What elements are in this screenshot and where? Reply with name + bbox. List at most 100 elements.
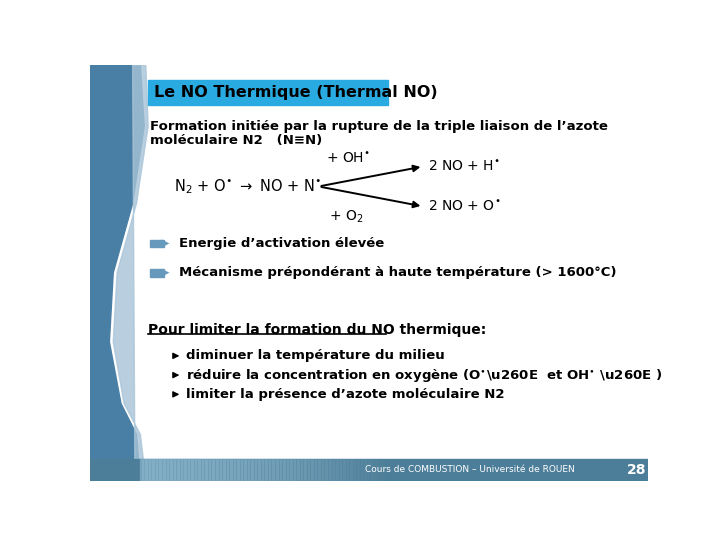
Bar — [390, 459, 392, 481]
Bar — [347, 459, 348, 481]
Bar — [142, 459, 143, 481]
Bar — [143, 459, 145, 481]
Bar — [235, 459, 237, 481]
Bar — [150, 269, 164, 276]
Bar — [174, 459, 175, 481]
Bar — [341, 459, 343, 481]
Bar — [266, 459, 267, 481]
Bar — [220, 459, 221, 481]
Bar — [199, 459, 200, 481]
Bar — [154, 459, 156, 481]
Bar — [318, 459, 319, 481]
Bar — [351, 459, 352, 481]
Bar — [346, 459, 347, 481]
Text: Cours de COMBUSTION – Université de ROUEN: Cours de COMBUSTION – Université de ROUE… — [365, 465, 575, 474]
Bar — [213, 459, 215, 481]
Bar — [297, 459, 298, 481]
Bar — [259, 459, 261, 481]
Bar — [323, 459, 325, 481]
Bar — [230, 459, 231, 481]
Bar — [354, 459, 355, 481]
Bar — [243, 459, 245, 481]
Bar — [151, 459, 153, 481]
Bar — [376, 459, 377, 481]
Bar — [310, 459, 312, 481]
Bar — [150, 240, 164, 247]
Bar — [167, 459, 168, 481]
Bar — [227, 459, 228, 481]
Bar — [291, 459, 292, 481]
Bar — [334, 459, 336, 481]
Text: Formation initiée par la rupture de la triple liaison de l’azote: Formation initiée par la rupture de la t… — [150, 120, 608, 133]
Bar — [195, 459, 196, 481]
Bar — [277, 459, 279, 481]
Bar — [302, 459, 304, 481]
Bar — [252, 459, 253, 481]
Bar — [348, 459, 350, 481]
Bar — [304, 459, 305, 481]
Bar — [173, 459, 174, 481]
Bar — [189, 459, 191, 481]
Bar — [309, 459, 310, 481]
Bar — [356, 459, 358, 481]
Bar — [369, 459, 371, 481]
Bar — [185, 459, 186, 481]
Bar — [366, 459, 368, 481]
Bar — [333, 459, 334, 481]
Bar — [288, 459, 289, 481]
Bar — [315, 459, 316, 481]
Bar — [289, 459, 291, 481]
Text: réduire la concentration en oxygène (O$^{\bullet}$\u260E  et OH$^{\bullet}$ \u26: réduire la concentration en oxygène (O$^… — [186, 367, 662, 383]
Bar — [256, 459, 258, 481]
Bar — [389, 459, 390, 481]
Bar — [188, 459, 189, 481]
Bar — [210, 459, 212, 481]
Text: 28: 28 — [626, 463, 646, 477]
Bar — [222, 459, 224, 481]
Bar — [224, 459, 225, 481]
Polygon shape — [90, 65, 144, 481]
Bar — [215, 459, 216, 481]
Bar — [228, 459, 230, 481]
Bar — [261, 459, 262, 481]
Bar — [90, 459, 648, 481]
Bar — [273, 459, 274, 481]
Bar — [379, 459, 380, 481]
Bar — [295, 459, 297, 481]
Bar — [331, 459, 333, 481]
Bar — [253, 459, 255, 481]
Bar — [328, 459, 329, 481]
Bar — [179, 459, 181, 481]
Bar — [364, 459, 365, 481]
Bar — [344, 459, 346, 481]
Bar — [270, 459, 271, 481]
Bar — [374, 459, 376, 481]
Bar — [325, 459, 326, 481]
Bar — [246, 459, 248, 481]
Bar — [161, 459, 163, 481]
Bar — [234, 459, 235, 481]
Bar — [212, 459, 213, 481]
Bar — [238, 459, 240, 481]
Bar — [358, 459, 359, 481]
Bar — [283, 459, 284, 481]
Bar — [153, 459, 154, 481]
Bar — [225, 459, 227, 481]
Bar — [217, 459, 218, 481]
Bar — [274, 459, 276, 481]
Bar — [249, 459, 251, 481]
Bar — [263, 459, 264, 481]
Bar — [387, 459, 389, 481]
Bar — [276, 459, 277, 481]
Bar — [202, 459, 203, 481]
Bar — [282, 459, 283, 481]
Bar — [158, 459, 160, 481]
Bar — [168, 459, 170, 481]
Bar — [294, 459, 295, 481]
Bar — [156, 459, 157, 481]
Bar — [182, 459, 184, 481]
Bar — [350, 459, 351, 481]
Bar — [371, 459, 372, 481]
Bar — [280, 459, 282, 481]
Bar — [287, 459, 288, 481]
